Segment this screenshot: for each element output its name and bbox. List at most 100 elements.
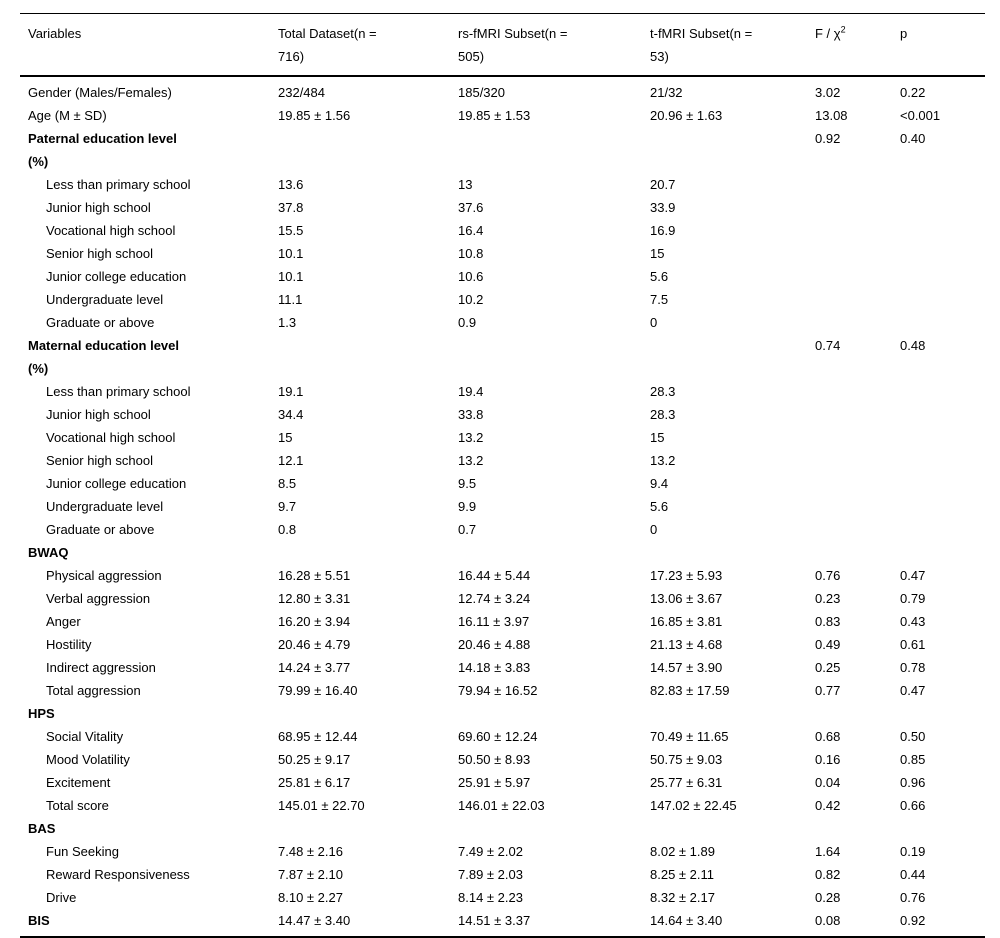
section-row: BAS: [20, 817, 985, 840]
cell-total-dataset: 7.87 ± 2.10: [278, 867, 343, 882]
table-row: Mood Volatility 50.25 ± 9.17 50.50 ± 8.93 5…: [20, 748, 985, 771]
row-label: Paternal education level (%): [28, 131, 177, 169]
cell-f-chi2: [815, 449, 900, 472]
cell-t-fmri-subset: 20.96 ± 1.63: [650, 108, 723, 123]
cell-f-chi2: 0.28: [815, 890, 841, 905]
cell-f-chi2: 0.42: [815, 798, 841, 813]
column-header-t-fmri-subset: t-fMRI Subset(n = 53): [650, 13, 815, 77]
cell-p: [900, 265, 985, 288]
cell-t-fmri-subset: 17.23 ± 5.93: [650, 568, 723, 583]
cell-total-dataset: 34.4: [278, 407, 304, 422]
cell-f-chi2: 0.83: [815, 614, 841, 629]
cell-t-fmri-subset: 7.5: [650, 292, 669, 307]
table-row: Graduate or above 1.3 0.9 0: [20, 311, 985, 334]
header-row: Variables Total Dataset(n = 716) rs-fMRI S…: [20, 13, 985, 77]
cell-t-fmri-subset: [650, 817, 815, 840]
cell-rs-fmri-subset: 13: [458, 177, 473, 192]
cell-t-fmri-subset: 5.6: [650, 499, 669, 514]
cell-rs-fmri-subset: 16.4: [458, 223, 484, 238]
row-label: Undergraduate level: [46, 292, 164, 307]
cell-rs-fmri-subset: 146.01 ± 22.03: [458, 798, 545, 813]
cell-f-chi2: 0.68: [815, 729, 841, 744]
cell-rs-fmri-subset: 20.46 ± 4.88: [458, 637, 531, 652]
cell-f-chi2: [815, 817, 900, 840]
cell-total-dataset: 16.28 ± 5.51: [278, 568, 351, 583]
cell-t-fmri-subset: 33.9: [650, 200, 676, 215]
cell-t-fmri-subset: 15: [650, 430, 665, 445]
cell-p: 0.22: [900, 85, 926, 100]
row-label: Total score: [46, 798, 109, 813]
column-header-label: t-fMRI Subset(n = 53): [650, 26, 753, 64]
cell-p: 0.43: [900, 614, 926, 629]
row-label: Verbal aggression: [46, 591, 151, 606]
cell-f-chi2: [815, 242, 900, 265]
cell-p: [900, 472, 985, 495]
row-label: Anger: [46, 614, 81, 629]
cell-total-dataset: 15.5: [278, 223, 304, 238]
cell-f-chi2: [815, 265, 900, 288]
row-label: Vocational high school: [46, 430, 176, 445]
cell-total-dataset: 19.85 ± 1.56: [278, 108, 351, 123]
cell-p: 0.96: [900, 775, 926, 790]
table-row: Verbal aggression 12.80 ± 3.31 12.74 ± 3.2…: [20, 587, 985, 610]
cell-f-chi2: [815, 426, 900, 449]
cell-f-chi2: 0.74: [815, 338, 841, 353]
column-header-label: p: [900, 26, 908, 41]
table-row: Drive 8.10 ± 2.27 8.14 ± 2.23 8.32 ± 2.17 0.…: [20, 886, 985, 909]
cell-p: [900, 426, 985, 449]
table-row: Graduate or above 0.8 0.7 0: [20, 518, 985, 541]
cell-total-dataset: 25.81 ± 6.17: [278, 775, 351, 790]
cell-rs-fmri-subset: 79.94 ± 16.52: [458, 683, 538, 698]
cell-t-fmri-subset: 9.4: [650, 476, 669, 491]
cell-f-chi2: 0.76: [815, 568, 841, 583]
cell-p: 0.50: [900, 729, 926, 744]
cell-p: [900, 173, 985, 196]
row-label: Physical aggression: [46, 568, 162, 583]
table-row: Reward Responsiveness 7.87 ± 2.10 7.89 ± 2…: [20, 863, 985, 886]
cell-t-fmri-subset: 21.13 ± 4.68: [650, 637, 723, 652]
cell-rs-fmri-subset: 33.8: [458, 407, 484, 422]
column-header-total-dataset: Total Dataset(n = 716): [278, 13, 458, 77]
table-row: Senior high school 12.1 13.2 13.2: [20, 449, 985, 472]
row-label: Indirect aggression: [46, 660, 156, 675]
row-label: Maternal education level (%): [28, 338, 179, 376]
cell-p: [900, 380, 985, 403]
cell-t-fmri-subset: [650, 127, 815, 173]
cell-p: 0.79: [900, 591, 926, 606]
cell-t-fmri-subset: 14.57 ± 3.90: [650, 660, 723, 675]
cell-t-fmri-subset: 13.2: [650, 453, 676, 468]
table-row: Undergraduate level 9.7 9.9 5.6: [20, 495, 985, 518]
cell-p: 0.44: [900, 867, 926, 882]
cell-f-chi2: [815, 219, 900, 242]
cell-rs-fmri-subset: 10.2: [458, 292, 484, 307]
row-label: Undergraduate level: [46, 499, 164, 514]
cell-f-chi2: 0.08: [815, 913, 841, 928]
section-row: BIS 14.47 ± 3.40 14.51 ± 3.37 14.64 ± 3.40 0…: [20, 909, 985, 937]
cell-f-chi2: 0.77: [815, 683, 841, 698]
cell-rs-fmri-subset: 12.74 ± 3.24: [458, 591, 531, 606]
cell-total-dataset: 15: [278, 430, 293, 445]
cell-f-chi2: 1.64: [815, 844, 841, 859]
cell-rs-fmri-subset: 37.6: [458, 200, 484, 215]
cell-t-fmri-subset: 8.32 ± 2.17: [650, 890, 715, 905]
table-body: Gender (Males/Females) 232/484 185/320 21/3…: [20, 76, 985, 937]
cell-p: 0.66: [900, 798, 926, 813]
cell-t-fmri-subset: 5.6: [650, 269, 669, 284]
row-label: Less than primary school: [46, 177, 191, 192]
table-row: Less than primary school 19.1 19.4 28.3: [20, 380, 985, 403]
column-header-variables: Variables: [20, 13, 278, 77]
superscript: 2: [840, 24, 846, 35]
column-header-label: Total Dataset(n = 716): [278, 26, 377, 64]
cell-f-chi2: 0.92: [815, 131, 841, 146]
cell-t-fmri-subset: 28.3: [650, 407, 676, 422]
cell-total-dataset: [278, 541, 458, 564]
cell-t-fmri-subset: 14.64 ± 3.40: [650, 913, 723, 928]
cell-total-dataset: 145.01 ± 22.70: [278, 798, 365, 813]
column-header-rs-fmri-subset: rs-fMRI Subset(n = 505): [458, 13, 650, 77]
cell-rs-fmri-subset: 16.44 ± 5.44: [458, 568, 531, 583]
cell-t-fmri-subset: 21/32: [650, 85, 683, 100]
cell-rs-fmri-subset: 7.89 ± 2.03: [458, 867, 523, 882]
cell-p: [900, 702, 985, 725]
cell-total-dataset: 10.1: [278, 269, 304, 284]
cell-t-fmri-subset: 20.7: [650, 177, 676, 192]
